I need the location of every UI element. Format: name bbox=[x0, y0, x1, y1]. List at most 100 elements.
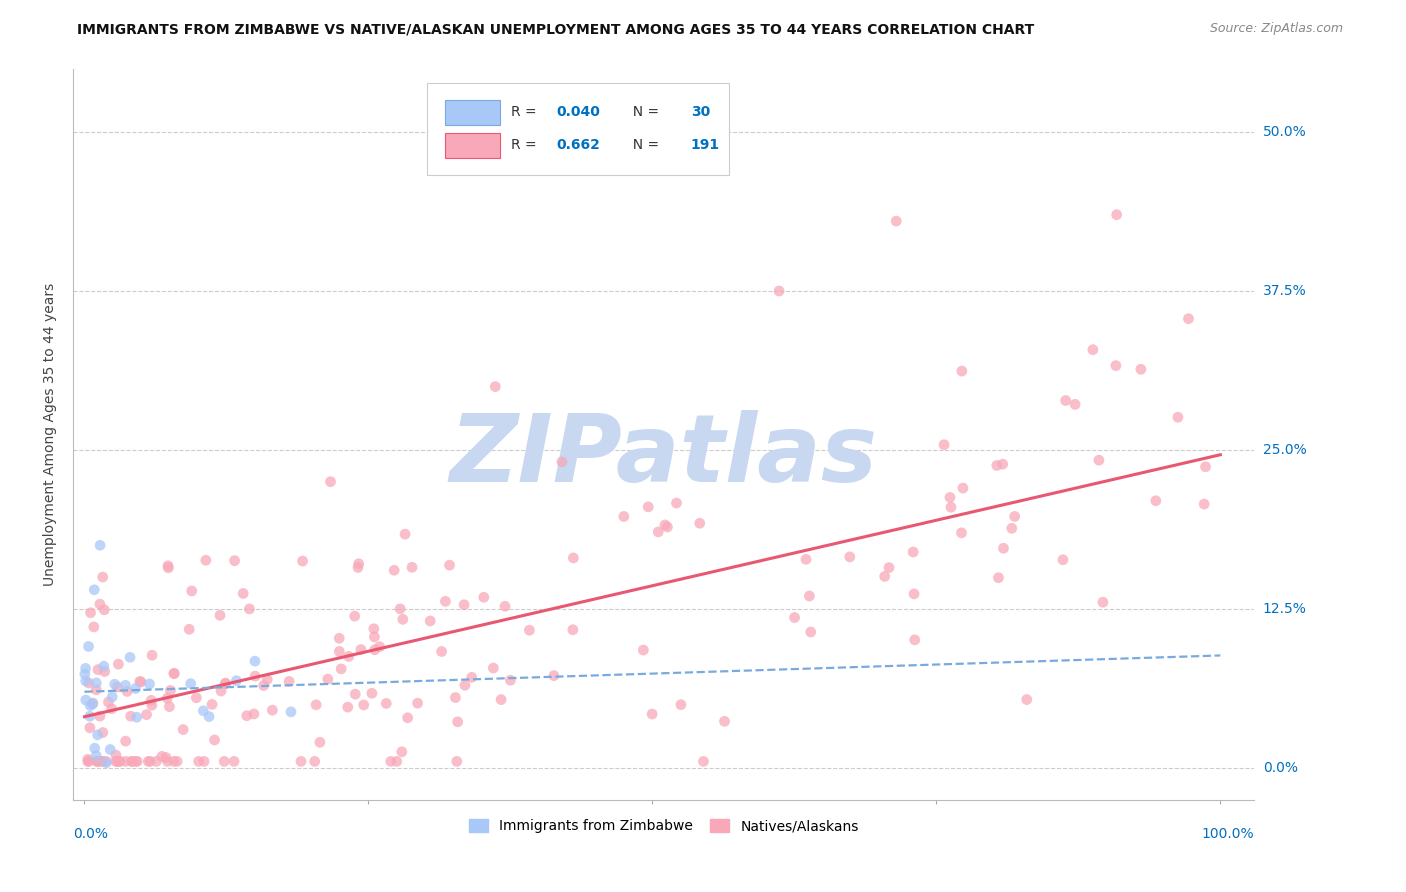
Point bbox=[73, 667, 96, 681]
Point bbox=[494, 599, 516, 614]
Point bbox=[884, 214, 907, 228]
Point bbox=[104, 747, 127, 762]
Point bbox=[637, 500, 659, 514]
Point bbox=[82, 696, 104, 710]
Point bbox=[561, 623, 583, 637]
Text: 0.662: 0.662 bbox=[557, 138, 600, 153]
Point bbox=[363, 630, 385, 644]
Point bbox=[877, 560, 900, 574]
Point bbox=[224, 554, 246, 568]
Point bbox=[952, 481, 974, 495]
Point bbox=[163, 755, 186, 769]
Point bbox=[987, 571, 1010, 585]
Point bbox=[472, 591, 495, 605]
Text: IMMIGRANTS FROM ZIMBABWE VS NATIVE/ALASKAN UNEMPLOYMENT AMONG AGES 35 TO 44 YEAR: IMMIGRANTS FROM ZIMBABWE VS NATIVE/ALASK… bbox=[77, 22, 1035, 37]
FancyBboxPatch shape bbox=[446, 133, 499, 158]
Point bbox=[800, 625, 823, 640]
Text: 0.0%: 0.0% bbox=[73, 827, 108, 841]
Point bbox=[986, 458, 1008, 473]
Point bbox=[232, 586, 254, 600]
Point bbox=[121, 755, 143, 769]
Point bbox=[434, 594, 457, 608]
Point bbox=[76, 752, 98, 766]
Point bbox=[657, 520, 679, 534]
Point bbox=[120, 650, 142, 665]
Point bbox=[633, 643, 655, 657]
Point bbox=[669, 698, 692, 712]
Point bbox=[991, 457, 1014, 471]
Point bbox=[198, 709, 221, 723]
Point bbox=[145, 755, 167, 769]
Point bbox=[1194, 459, 1216, 474]
Point bbox=[446, 755, 468, 769]
Point bbox=[125, 755, 148, 769]
Point bbox=[316, 672, 339, 686]
Point bbox=[364, 642, 387, 657]
Point bbox=[93, 665, 115, 679]
Point bbox=[1001, 521, 1024, 535]
Point bbox=[91, 570, 114, 584]
Point bbox=[91, 755, 114, 769]
Point bbox=[125, 710, 148, 724]
Point bbox=[873, 569, 896, 583]
Point bbox=[91, 725, 114, 739]
Point bbox=[115, 684, 138, 698]
Point bbox=[84, 676, 107, 690]
Text: N =: N = bbox=[624, 138, 664, 153]
Point bbox=[243, 706, 266, 721]
Point bbox=[460, 670, 482, 684]
Point bbox=[166, 755, 188, 769]
Point bbox=[439, 558, 461, 573]
Text: 25.0%: 25.0% bbox=[1263, 443, 1306, 457]
Point bbox=[290, 755, 312, 769]
Point bbox=[163, 666, 186, 681]
Point bbox=[543, 668, 565, 682]
Point bbox=[187, 755, 209, 769]
Point bbox=[903, 587, 925, 601]
Text: 0.0%: 0.0% bbox=[1263, 761, 1298, 775]
Point bbox=[150, 749, 173, 764]
Point bbox=[186, 690, 208, 705]
Point bbox=[489, 692, 512, 706]
Point bbox=[1129, 362, 1152, 376]
Point bbox=[89, 709, 111, 723]
Point bbox=[337, 649, 360, 664]
Point bbox=[380, 755, 402, 769]
Legend: Immigrants from Zimbabwe, Natives/Alaskans: Immigrants from Zimbabwe, Natives/Alaska… bbox=[461, 812, 866, 840]
Point bbox=[127, 755, 149, 769]
Point bbox=[794, 552, 817, 566]
Point bbox=[100, 702, 122, 716]
Point bbox=[87, 663, 110, 677]
Point bbox=[107, 657, 129, 672]
Point bbox=[768, 284, 790, 298]
Text: 37.5%: 37.5% bbox=[1263, 284, 1306, 298]
Point bbox=[75, 673, 97, 688]
Point bbox=[278, 674, 301, 689]
Point bbox=[129, 675, 152, 690]
Point bbox=[396, 711, 419, 725]
Point bbox=[1088, 453, 1111, 467]
Point bbox=[84, 682, 107, 697]
Text: Source: ZipAtlas.com: Source: ZipAtlas.com bbox=[1209, 22, 1343, 36]
Point bbox=[193, 755, 215, 769]
Point bbox=[138, 677, 160, 691]
Point bbox=[1004, 509, 1026, 524]
Point bbox=[156, 558, 179, 573]
Point bbox=[83, 741, 105, 756]
Point bbox=[82, 697, 104, 711]
Point bbox=[141, 648, 163, 663]
Point bbox=[1177, 311, 1199, 326]
Point bbox=[141, 698, 163, 713]
Point bbox=[392, 612, 415, 626]
Point bbox=[1167, 410, 1189, 425]
Point bbox=[360, 686, 382, 700]
Point bbox=[77, 640, 100, 654]
Point bbox=[1105, 208, 1128, 222]
Point bbox=[253, 679, 276, 693]
Point bbox=[94, 755, 117, 769]
Point bbox=[484, 379, 506, 393]
Point bbox=[783, 610, 806, 624]
Point bbox=[328, 644, 350, 658]
Point bbox=[1081, 343, 1104, 357]
Point bbox=[86, 755, 108, 769]
